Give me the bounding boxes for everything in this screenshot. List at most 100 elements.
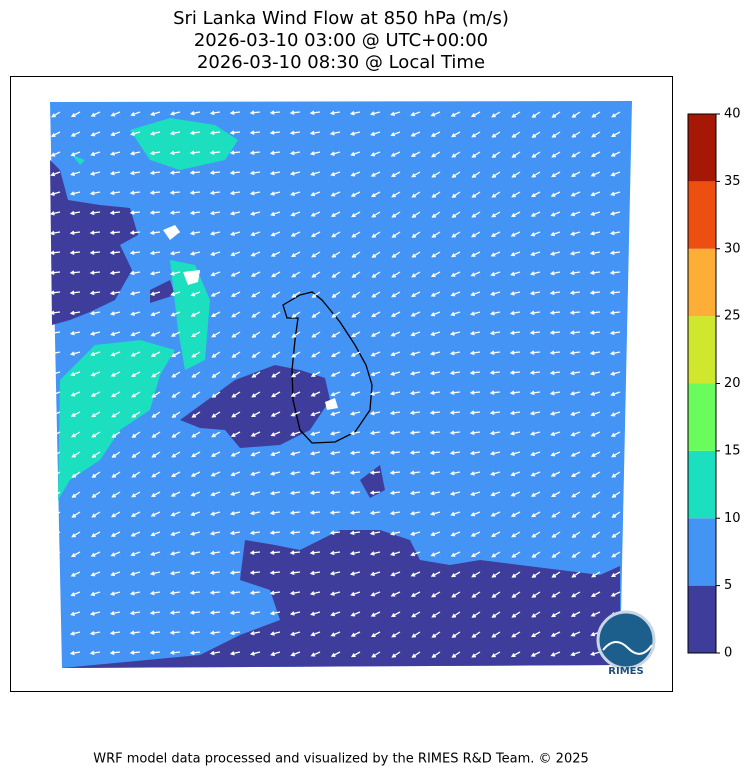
wind-arrow xyxy=(609,211,621,216)
wind-arrow xyxy=(410,131,421,137)
wind-arrow xyxy=(409,470,421,475)
wind-arrow xyxy=(410,291,421,297)
colorbar-tick-label: 15 xyxy=(724,443,741,458)
wind-arrow xyxy=(409,511,421,516)
wind-arrow xyxy=(551,171,561,178)
wind-arrow xyxy=(169,190,181,195)
wind-arrow xyxy=(470,291,481,297)
wind-arrow xyxy=(589,290,601,295)
wind-arrow xyxy=(149,650,161,655)
wind-arrow xyxy=(531,511,541,518)
wind-arrow xyxy=(269,170,281,176)
wind-arrow xyxy=(51,531,61,538)
wind-arrow xyxy=(471,571,481,578)
wind-arrow xyxy=(550,471,561,477)
wind-arrow xyxy=(489,330,501,336)
wind-arrow xyxy=(109,171,121,176)
wind-arrow xyxy=(329,571,341,576)
wind-arrow xyxy=(331,271,341,278)
wind-arrow xyxy=(571,531,581,538)
wind-arrow xyxy=(171,391,181,398)
wind-arrow xyxy=(491,191,501,198)
wind-arrow xyxy=(391,291,401,298)
wind-arrow xyxy=(310,631,321,637)
wind-arrow xyxy=(429,351,441,356)
wind-arrow xyxy=(470,111,481,117)
wind-arrow xyxy=(389,450,401,455)
wind-arrow xyxy=(611,451,621,458)
wind-arrow xyxy=(511,611,521,618)
wind-arrow xyxy=(209,210,221,216)
wind-arrow xyxy=(511,131,521,138)
wind-arrow xyxy=(390,131,401,137)
wind-arrow xyxy=(169,170,181,175)
wind-arrow xyxy=(570,191,581,197)
wind-arrow xyxy=(370,631,381,638)
wind-arrow xyxy=(389,430,401,435)
colorbar-tick-label: 30 xyxy=(724,241,741,256)
wind-arrow xyxy=(469,430,481,436)
wind-arrow xyxy=(410,531,421,536)
wind-arrow xyxy=(330,191,341,197)
colorbar-band xyxy=(688,518,716,586)
wind-arrow xyxy=(351,311,361,318)
wind-arrow xyxy=(451,171,461,178)
wind-arrow xyxy=(350,191,361,197)
wind-arrow xyxy=(191,431,201,438)
wind-arrow xyxy=(249,510,261,516)
wind-arrow xyxy=(229,570,241,575)
wind-arrow xyxy=(369,470,381,475)
wind-arrow xyxy=(89,290,101,296)
wind-arrow xyxy=(90,591,101,597)
wind-arrow xyxy=(189,190,201,195)
wind-arrow xyxy=(329,470,341,476)
wind-arrow xyxy=(129,230,141,235)
wind-arrow xyxy=(389,391,401,396)
wind-arrow xyxy=(229,550,241,556)
wind-arrow xyxy=(390,551,401,556)
wind-arrow xyxy=(610,411,621,417)
wind-arrow xyxy=(550,231,561,237)
wind-arrow xyxy=(449,491,461,496)
wind-arrow xyxy=(151,451,161,458)
wind-arrow xyxy=(210,251,221,256)
wind-field xyxy=(50,101,632,668)
wind-arrow xyxy=(510,651,521,657)
wind-arrow xyxy=(430,131,441,137)
wind-arrow xyxy=(71,431,81,438)
wind-arrow xyxy=(109,250,121,255)
wind-arrow xyxy=(230,271,241,277)
wind-arrow xyxy=(469,370,481,375)
wind-arrow xyxy=(169,610,181,615)
wind-arrow xyxy=(491,551,501,558)
wind-arrow xyxy=(450,291,461,297)
wind-arrow xyxy=(91,431,101,438)
wind-arrow xyxy=(450,111,461,117)
wind-arrow xyxy=(411,631,421,638)
wind-arrow xyxy=(489,430,501,436)
wind-arrow xyxy=(109,210,121,215)
wind-arrow xyxy=(111,451,121,458)
wind-arrow xyxy=(209,590,221,595)
wind-arrow xyxy=(390,331,401,337)
wind-arrow xyxy=(489,311,501,316)
wind-arrow xyxy=(270,451,281,457)
wind-arrow xyxy=(551,151,561,158)
wind-arrow xyxy=(471,191,481,198)
wind-arrow xyxy=(189,570,201,576)
wind-arrow xyxy=(150,531,161,537)
wind-arrow xyxy=(110,331,121,336)
footer: WRF model data processed and visualized … xyxy=(93,752,589,767)
wind-arrow xyxy=(410,571,421,577)
wind-arrow xyxy=(269,550,281,555)
wind-arrow xyxy=(189,150,201,155)
wind-arrow xyxy=(229,190,241,196)
wind-arrow xyxy=(330,211,341,217)
wind-arrow xyxy=(50,391,61,397)
wind-arrow xyxy=(230,291,241,297)
wind-arrow xyxy=(471,211,481,218)
wind-arrow xyxy=(151,471,161,478)
wind-arrow xyxy=(229,610,241,615)
wind-arrow xyxy=(270,251,281,257)
wind-arrow xyxy=(109,311,121,316)
